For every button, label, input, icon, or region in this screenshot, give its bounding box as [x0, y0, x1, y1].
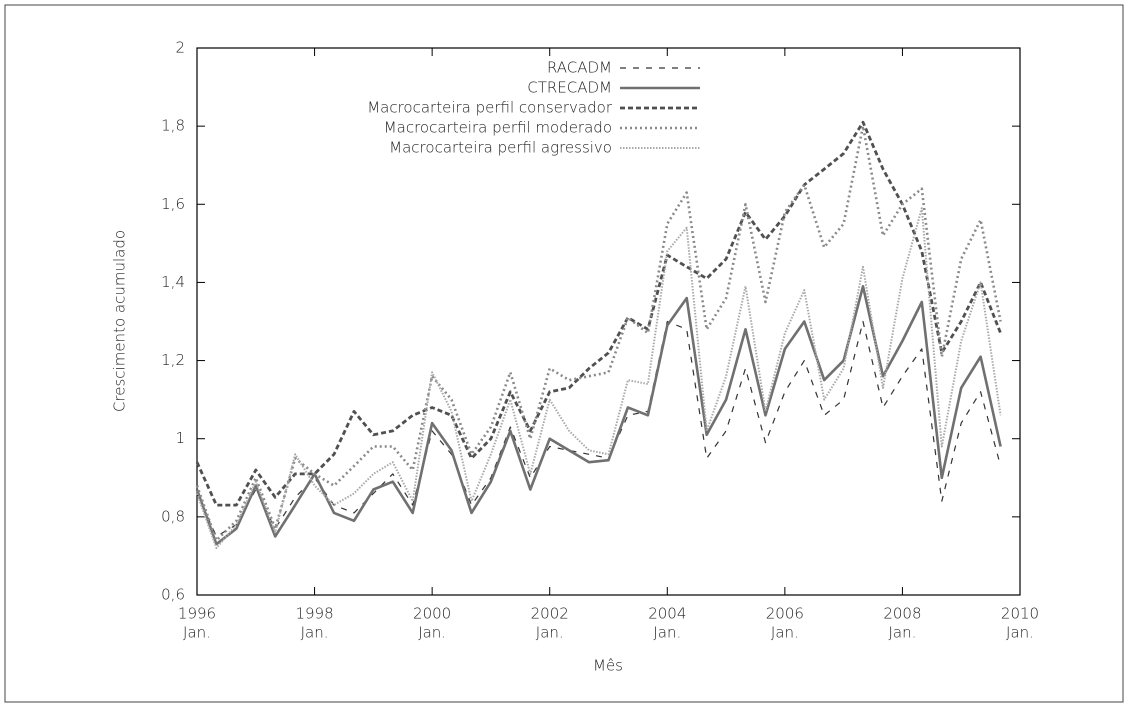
- x-tick-month: Jan.: [418, 624, 446, 642]
- series-line: [196, 207, 1002, 550]
- plot-frame: [196, 47, 1021, 596]
- legend-label: Macrocarteira perfil conservador: [367, 99, 613, 117]
- series-line: [195, 120, 1002, 507]
- x-tick-label: 1998: [295, 605, 333, 623]
- x-tick-month: Jan.: [653, 624, 681, 642]
- legend-label: Macrocarteira perfil moderado: [384, 119, 612, 137]
- x-tick-label: 2006: [766, 605, 804, 623]
- x-tick-label: 2002: [531, 605, 569, 623]
- y-tick-label: 0,6: [161, 586, 185, 604]
- y-tick-label: 1: [175, 429, 185, 447]
- series-line: [196, 320, 1002, 537]
- x-tick-month: Jan.: [183, 624, 211, 642]
- x-tick-month: Jan.: [771, 624, 799, 642]
- x-tick-label: 2004: [648, 605, 686, 623]
- y-tick-label: 1,2: [161, 351, 185, 369]
- y-tick-label: 2: [175, 39, 185, 57]
- y-tick-label: 1,6: [161, 195, 185, 213]
- y-tick-label: 1,8: [161, 117, 185, 135]
- x-axis-label: Mês: [593, 657, 623, 675]
- y-tick-label: 1,4: [161, 273, 185, 291]
- x-tick-month: Jan.: [301, 624, 329, 642]
- x-tick-month: Jan.: [536, 624, 564, 642]
- y-axis-label: Crescimento acumulado: [111, 230, 129, 412]
- x-tick-label: 2008: [883, 605, 921, 623]
- y-tick-label: 0,8: [161, 507, 185, 525]
- x-tick-month: Jan.: [888, 624, 916, 642]
- x-tick-label: 2010: [1001, 605, 1039, 623]
- x-tick-label: 2000: [413, 605, 451, 623]
- x-tick-label: 1996: [178, 605, 216, 623]
- legend-label: RACADM: [547, 59, 612, 77]
- legend-label: CTRECADM: [527, 79, 612, 97]
- x-tick-month: Jan.: [1006, 624, 1034, 642]
- series-line: [195, 124, 1002, 542]
- legend-label: Macrocarteira perfil agressivo: [389, 139, 612, 157]
- series-line: [195, 285, 1002, 546]
- outer-frame: [4, 4, 1124, 703]
